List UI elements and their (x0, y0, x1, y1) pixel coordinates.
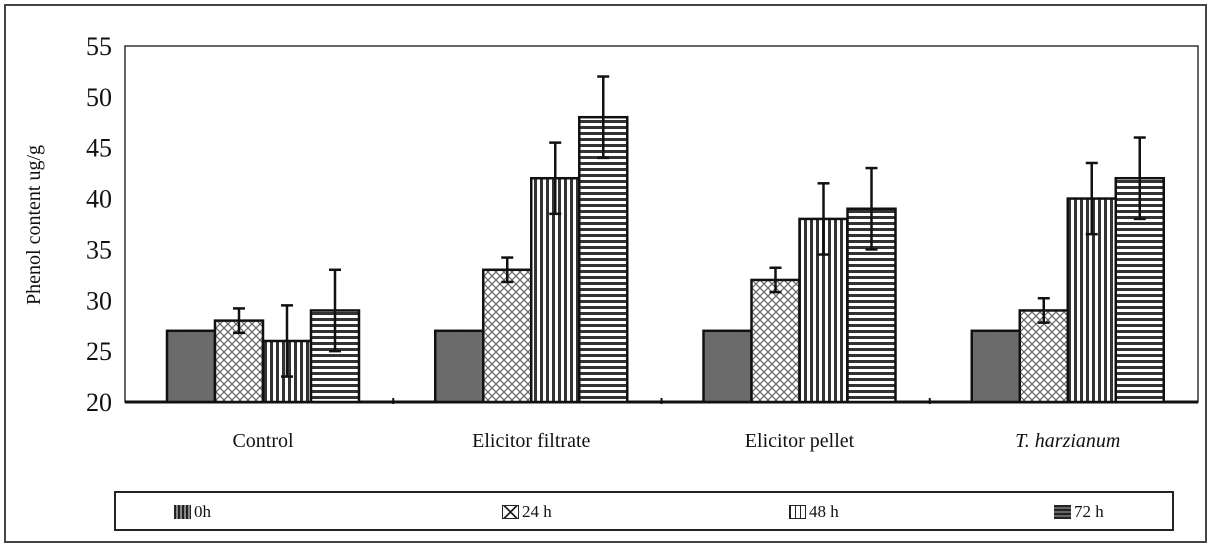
bar-crosshatch (482, 268, 533, 404)
bar-crosshatch (1018, 309, 1069, 404)
legend-label: 72 h (1074, 502, 1104, 521)
legend-swatch (1054, 505, 1071, 519)
bar-solid (434, 329, 485, 404)
y-tick-label: 50 (86, 83, 112, 112)
y-tick-label: 55 (86, 32, 112, 61)
y-tick-label: 35 (86, 235, 112, 264)
legend-label: 48 h (809, 502, 839, 521)
x-category-label: Control (232, 430, 294, 452)
x-category-label: Elicitor filtrate (472, 430, 590, 452)
bar-solid (702, 329, 753, 404)
legend-swatch (789, 505, 806, 519)
legend-swatch (502, 505, 519, 519)
legend-label: 0h (194, 502, 211, 521)
x-category-label: T. harzianum (1015, 430, 1120, 452)
y-tick-label: 30 (86, 286, 112, 315)
legend-item: 24 h (502, 502, 552, 522)
y-tick-label: 40 (86, 185, 112, 214)
bar-crosshatch (750, 278, 801, 404)
x-category-label: Elicitor pellet (745, 430, 855, 452)
figure-frame (4, 4, 1207, 543)
bar-solid (970, 329, 1021, 404)
bar-horizontal (578, 115, 629, 404)
legend-item: 0h (174, 502, 211, 522)
y-tick-label: 45 (86, 134, 112, 163)
legend-item: 48 h (789, 502, 839, 522)
bar-solid (165, 329, 217, 404)
bar-vertical (530, 176, 581, 404)
y-tick-label: 25 (86, 337, 112, 366)
legend: 0h 24 h 48 h 72 h (114, 491, 1174, 531)
legend-label: 24 h (522, 502, 552, 521)
legend-swatch (174, 505, 191, 519)
y-axis-title: Phenol content ug/g (23, 145, 45, 305)
y-tick-label: 20 (86, 388, 112, 417)
legend-item: 72 h (1054, 502, 1104, 522)
